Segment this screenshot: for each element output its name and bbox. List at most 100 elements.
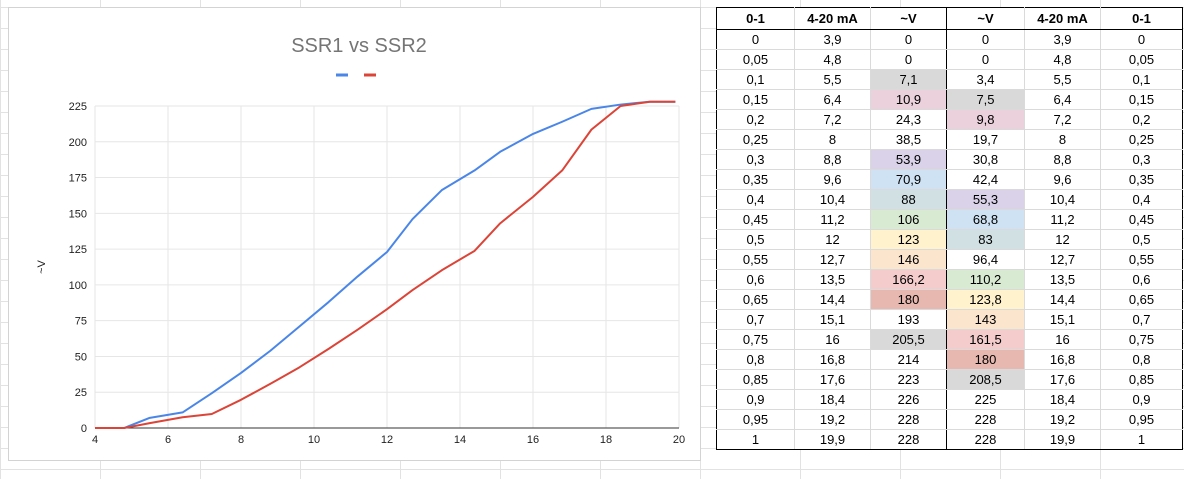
table-cell[interactable]: 0,8 — [716, 349, 795, 370]
table-cell[interactable]: 180 — [946, 349, 1025, 370]
table-cell[interactable]: 5,5 — [794, 69, 871, 90]
table-cell[interactable]: 0,5 — [1100, 229, 1183, 250]
table-cell[interactable]: 19,9 — [794, 429, 871, 450]
table-cell[interactable]: 0,2 — [1100, 109, 1183, 130]
table-cell[interactable]: 9,6 — [1024, 169, 1101, 190]
table-cell[interactable]: 0,15 — [1100, 89, 1183, 110]
table-cell[interactable]: 13,5 — [794, 269, 871, 290]
table-cell[interactable]: 0,9 — [716, 389, 795, 410]
table-cell[interactable]: 19,2 — [1024, 409, 1101, 430]
table-cell[interactable]: 0,8 — [1100, 349, 1183, 370]
table-cell[interactable]: 17,6 — [794, 369, 871, 390]
table-cell[interactable]: 0,05 — [716, 49, 795, 70]
table-cell[interactable]: 42,4 — [946, 169, 1025, 190]
table-cell[interactable]: 0,3 — [716, 149, 795, 170]
table-cell[interactable]: 1 — [1100, 429, 1183, 450]
table-cell[interactable]: 88 — [870, 189, 947, 210]
table-cell[interactable]: 0,4 — [716, 189, 795, 210]
table-cell[interactable]: 214 — [870, 349, 947, 370]
table-cell[interactable]: 143 — [946, 309, 1025, 330]
table-cell[interactable]: 0,7 — [1100, 309, 1183, 330]
table-cell[interactable]: 16 — [794, 329, 871, 350]
table-cell[interactable]: 18,4 — [794, 389, 871, 410]
table-cell[interactable]: 14,4 — [794, 289, 871, 310]
table-cell[interactable]: 228 — [870, 409, 947, 430]
table-cell[interactable]: 3,9 — [794, 29, 871, 50]
table-cell[interactable]: 10,4 — [1024, 189, 1101, 210]
table-cell[interactable]: 10,4 — [794, 189, 871, 210]
table-cell[interactable]: 0,6 — [1100, 269, 1183, 290]
table-cell[interactable]: 0,25 — [716, 129, 795, 150]
table-cell[interactable]: 8 — [794, 129, 871, 150]
table-cell[interactable]: 193 — [870, 309, 947, 330]
table-cell[interactable]: 13,5 — [1024, 269, 1101, 290]
table-cell[interactable]: 166,2 — [870, 269, 947, 290]
table-cell[interactable]: 0,95 — [1100, 409, 1183, 430]
table-cell[interactable]: 96,4 — [946, 249, 1025, 270]
table-cell[interactable]: 5,5 — [1024, 69, 1101, 90]
table-cell[interactable]: 123,8 — [946, 289, 1025, 310]
table-cell[interactable]: 6,4 — [794, 89, 871, 110]
table-cell[interactable]: 161,5 — [946, 329, 1025, 350]
table-cell[interactable]: 12 — [794, 229, 871, 250]
table-cell[interactable]: 83 — [946, 229, 1025, 250]
table-cell[interactable]: 70,9 — [870, 169, 947, 190]
table-cell[interactable]: 106 — [870, 209, 947, 230]
table-cell[interactable]: 0,65 — [1100, 289, 1183, 310]
table-cell[interactable]: 0 — [1100, 29, 1183, 50]
table-cell[interactable]: 38,5 — [870, 129, 947, 150]
table-cell[interactable]: 18,4 — [1024, 389, 1101, 410]
table-cell[interactable]: 0,75 — [1100, 329, 1183, 350]
table-cell[interactable]: 12,7 — [1024, 249, 1101, 270]
table-cell[interactable]: 228 — [946, 409, 1025, 430]
table-cell[interactable]: 1 — [716, 429, 795, 450]
table-cell[interactable]: 0,45 — [716, 209, 795, 230]
table-cell[interactable]: 0 — [716, 29, 795, 50]
table-cell[interactable]: 10,9 — [870, 89, 947, 110]
table-cell[interactable]: 0,65 — [716, 289, 795, 310]
table-cell[interactable]: 0,95 — [716, 409, 795, 430]
table-cell[interactable]: 14,4 — [1024, 289, 1101, 310]
table-cell[interactable]: 15,1 — [1024, 309, 1101, 330]
table-cell[interactable]: 123 — [870, 229, 947, 250]
table-cell[interactable]: 228 — [870, 429, 947, 450]
table-cell[interactable]: 0,85 — [1100, 369, 1183, 390]
table-cell[interactable]: 19,9 — [1024, 429, 1101, 450]
table-cell[interactable]: 0,05 — [1100, 49, 1183, 70]
table-cell[interactable]: 180 — [870, 289, 947, 310]
table-cell[interactable]: 8,8 — [1024, 149, 1101, 170]
table-cell[interactable]: 53,9 — [870, 149, 947, 170]
table-cell[interactable]: 24,3 — [870, 109, 947, 130]
table-cell[interactable]: 0 — [870, 49, 947, 70]
table-cell[interactable]: 226 — [870, 389, 947, 410]
table-cell[interactable]: 225 — [946, 389, 1025, 410]
table-cell[interactable]: 9,6 — [794, 169, 871, 190]
table-cell[interactable]: 0,9 — [1100, 389, 1183, 410]
table-cell[interactable]: 0 — [946, 49, 1025, 70]
table-cell[interactable]: 12 — [1024, 229, 1101, 250]
table-cell[interactable]: 146 — [870, 249, 947, 270]
table-cell[interactable]: 19,2 — [794, 409, 871, 430]
table-cell[interactable]: 4,8 — [1024, 49, 1101, 70]
table-cell[interactable]: 55,3 — [946, 189, 1025, 210]
table-cell[interactable]: 4,8 — [794, 49, 871, 70]
table-cell[interactable]: 19,7 — [946, 129, 1025, 150]
table-cell[interactable]: 16,8 — [794, 349, 871, 370]
table-cell[interactable]: 11,2 — [1024, 209, 1101, 230]
table-cell[interactable]: 15,1 — [794, 309, 871, 330]
table-cell[interactable]: 7,2 — [1024, 109, 1101, 130]
table-cell[interactable]: 0,45 — [1100, 209, 1183, 230]
table-cell[interactable]: 0,55 — [1100, 249, 1183, 270]
table-cell[interactable]: 0 — [870, 29, 947, 50]
table-cell[interactable]: 0,1 — [1100, 69, 1183, 90]
table-cell[interactable]: 0,3 — [1100, 149, 1183, 170]
table-cell[interactable]: 8 — [1024, 129, 1101, 150]
table-cell[interactable]: 0,55 — [716, 249, 795, 270]
table-cell[interactable]: 3,9 — [1024, 29, 1101, 50]
table-cell[interactable]: 8,8 — [794, 149, 871, 170]
table-cell[interactable]: 0,75 — [716, 329, 795, 350]
table-cell[interactable]: 11,2 — [794, 209, 871, 230]
table-cell[interactable]: 0,15 — [716, 89, 795, 110]
table-cell[interactable]: 0,7 — [716, 309, 795, 330]
table-cell[interactable]: 0,35 — [1100, 169, 1183, 190]
